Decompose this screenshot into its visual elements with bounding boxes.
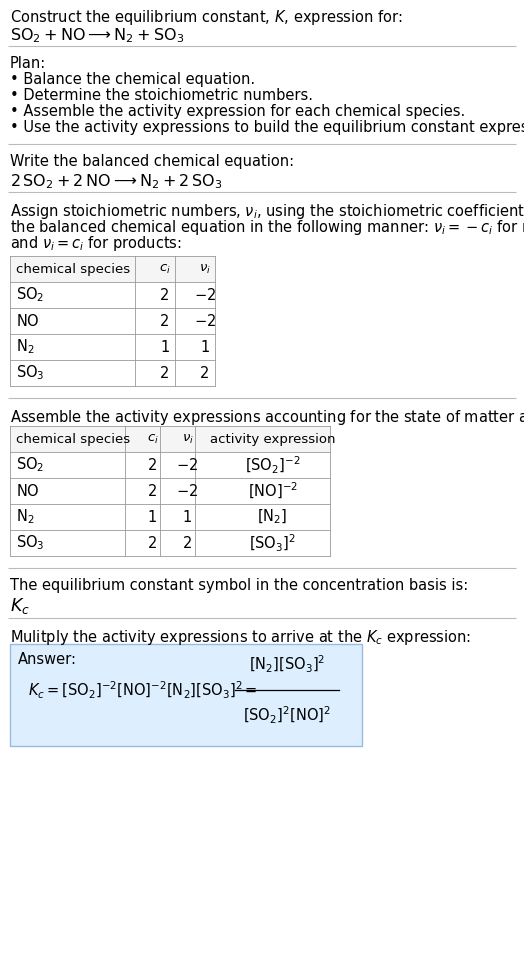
Text: 2: 2 — [148, 483, 157, 499]
Text: Answer:: Answer: — [18, 652, 77, 667]
Bar — [10, 334, 215, 360]
Text: $c_i$: $c_i$ — [147, 433, 158, 446]
Bar — [10, 426, 330, 452]
Text: 2: 2 — [160, 288, 170, 302]
Text: 1: 1 — [200, 339, 210, 355]
Bar — [10, 360, 215, 386]
Text: $\mathrm{SO_2}$: $\mathrm{SO_2}$ — [16, 286, 45, 304]
Bar — [10, 282, 215, 308]
Text: $-2$: $-2$ — [177, 457, 199, 473]
Bar — [10, 256, 215, 282]
Text: Write the balanced chemical equation:: Write the balanced chemical equation: — [10, 154, 294, 169]
Text: Mulitply the activity expressions to arrive at the $K_c$ expression:: Mulitply the activity expressions to arr… — [10, 628, 471, 647]
Text: $\mathrm{N_2}$: $\mathrm{N_2}$ — [16, 338, 35, 357]
Text: the balanced chemical equation in the following manner: $\nu_i = -c_i$ for react: the balanced chemical equation in the fo… — [10, 218, 524, 237]
Text: $K_c$: $K_c$ — [10, 596, 30, 616]
Bar — [10, 644, 362, 746]
Text: Assemble the activity expressions accounting for the state of matter and $\nu_i$: Assemble the activity expressions accoun… — [10, 408, 524, 427]
Text: $-2$: $-2$ — [194, 313, 216, 329]
Text: $\mathrm{SO_2}$: $\mathrm{SO_2}$ — [16, 456, 45, 475]
Text: • Balance the chemical equation.: • Balance the chemical equation. — [10, 72, 255, 87]
Text: Assign stoichiometric numbers, $\nu_i$, using the stoichiometric coefficients, $: Assign stoichiometric numbers, $\nu_i$, … — [10, 202, 524, 221]
Text: • Determine the stoichiometric numbers.: • Determine the stoichiometric numbers. — [10, 88, 313, 103]
Text: Construct the equilibrium constant, $K$, expression for:: Construct the equilibrium constant, $K$,… — [10, 8, 402, 27]
Text: $\mathrm{NO}$: $\mathrm{NO}$ — [16, 483, 40, 499]
Bar — [10, 478, 330, 504]
Bar — [10, 530, 330, 556]
Text: chemical species: chemical species — [16, 263, 130, 275]
Text: 2: 2 — [200, 365, 210, 381]
Text: $[\mathrm{SO_2}]^{-2}$: $[\mathrm{SO_2}]^{-2}$ — [245, 455, 300, 476]
Text: $\mathrm{SO_3}$: $\mathrm{SO_3}$ — [16, 363, 45, 383]
Text: $\mathrm{NO}$: $\mathrm{NO}$ — [16, 313, 40, 329]
Text: $\mathrm{N_2}$: $\mathrm{N_2}$ — [16, 507, 35, 526]
Text: 1: 1 — [160, 339, 170, 355]
Text: and $\nu_i = c_i$ for products:: and $\nu_i = c_i$ for products: — [10, 234, 182, 253]
Text: $-2$: $-2$ — [177, 483, 199, 499]
Text: $[\mathrm{N_2}][\mathrm{SO_3}]^{2}$: $[\mathrm{N_2}][\mathrm{SO_3}]^{2}$ — [249, 654, 325, 675]
Text: $\mathrm{SO_2 + NO \longrightarrow N_2 + SO_3}$: $\mathrm{SO_2 + NO \longrightarrow N_2 +… — [10, 26, 184, 45]
Text: 2: 2 — [160, 314, 170, 329]
Text: 1: 1 — [148, 509, 157, 525]
Text: 2: 2 — [148, 457, 157, 473]
Text: $\nu_i$: $\nu_i$ — [181, 433, 193, 446]
Text: $[\mathrm{SO_3}]^{2}$: $[\mathrm{SO_3}]^{2}$ — [249, 532, 296, 553]
Bar — [10, 308, 215, 334]
Text: activity expression: activity expression — [210, 433, 335, 446]
Bar — [10, 452, 330, 478]
Text: $\nu_i$: $\nu_i$ — [199, 263, 211, 275]
Text: $c_i$: $c_i$ — [159, 263, 171, 275]
Bar — [10, 504, 330, 530]
Text: 2: 2 — [183, 535, 192, 550]
Text: 2: 2 — [160, 365, 170, 381]
Text: 1: 1 — [183, 509, 192, 525]
Text: $K_c = [\mathrm{SO_2}]^{-2} [\mathrm{NO}]^{-2} [\mathrm{N_2}] [\mathrm{SO_3}]^{2: $K_c = [\mathrm{SO_2}]^{-2} [\mathrm{NO}… — [28, 679, 258, 701]
Text: The equilibrium constant symbol in the concentration basis is:: The equilibrium constant symbol in the c… — [10, 578, 468, 593]
Text: $-2$: $-2$ — [194, 287, 216, 303]
Text: • Assemble the activity expression for each chemical species.: • Assemble the activity expression for e… — [10, 104, 465, 119]
Text: • Use the activity expressions to build the equilibrium constant expression.: • Use the activity expressions to build … — [10, 120, 524, 135]
Text: $\mathrm{2\,SO_2 + 2\,NO \longrightarrow N_2 + 2\,SO_3}$: $\mathrm{2\,SO_2 + 2\,NO \longrightarrow… — [10, 172, 223, 191]
Text: $\mathrm{SO_3}$: $\mathrm{SO_3}$ — [16, 533, 45, 552]
Text: $[\mathrm{N_2}]$: $[\mathrm{N_2}]$ — [257, 508, 288, 526]
Text: chemical species: chemical species — [16, 433, 130, 446]
Text: $[\mathrm{SO_2}]^{2}[\mathrm{NO}]^{2}$: $[\mathrm{SO_2}]^{2}[\mathrm{NO}]^{2}$ — [243, 705, 331, 726]
Text: 2: 2 — [148, 535, 157, 550]
Text: Plan:: Plan: — [10, 56, 46, 71]
Text: $[\mathrm{NO}]^{-2}$: $[\mathrm{NO}]^{-2}$ — [247, 481, 298, 501]
